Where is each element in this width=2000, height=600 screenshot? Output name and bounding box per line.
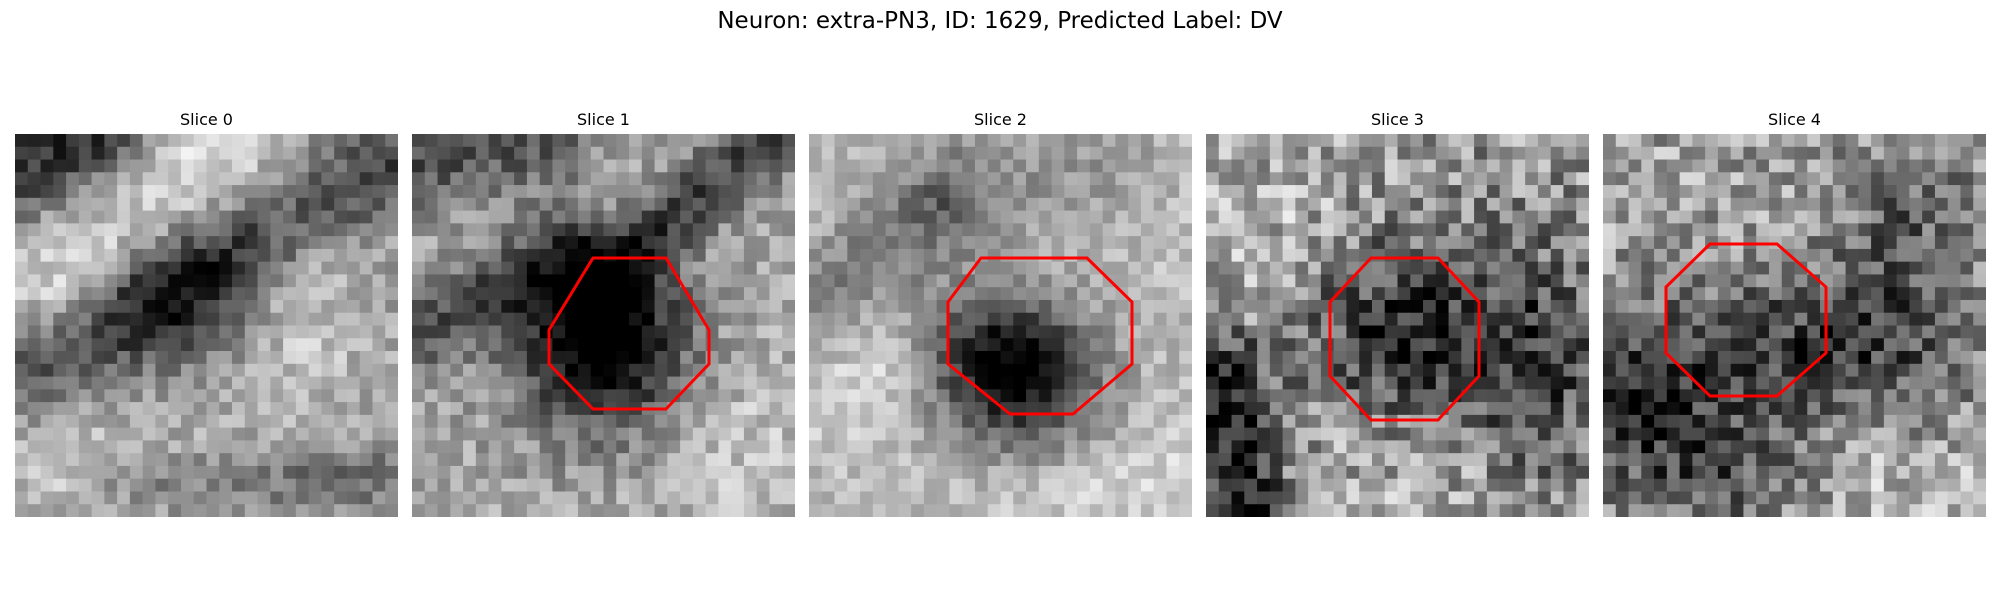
slice-panel-1: Slice 1 <box>412 108 795 517</box>
slice-panel-4: Slice 4 <box>1603 108 1986 517</box>
roi-outline-2 <box>946 256 1134 416</box>
figure-title: Neuron: extra-PN3, ID: 1629, Predicted L… <box>717 8 1283 34</box>
slice-title-2: Slice 2 <box>974 110 1027 129</box>
slice-panel-2: Slice 2 <box>809 108 1192 517</box>
roi-outline-4 <box>1664 242 1828 398</box>
slice-image-0 <box>15 134 398 517</box>
slice-title-1: Slice 1 <box>577 110 630 129</box>
roi-outline-1 <box>547 256 711 411</box>
slice-title-3: Slice 3 <box>1371 110 1424 129</box>
slice-title-4: Slice 4 <box>1768 110 1821 129</box>
slice-panel-3: Slice 3 <box>1206 108 1589 517</box>
slice-image-3 <box>1206 134 1589 517</box>
slice-title-0: Slice 0 <box>180 110 233 129</box>
slice-image-1 <box>412 134 795 517</box>
slice-panel-0: Slice 0 <box>15 108 398 517</box>
slice-image-2 <box>809 134 1192 517</box>
slice-image-4 <box>1603 134 1986 517</box>
roi-outline-3 <box>1328 256 1481 422</box>
